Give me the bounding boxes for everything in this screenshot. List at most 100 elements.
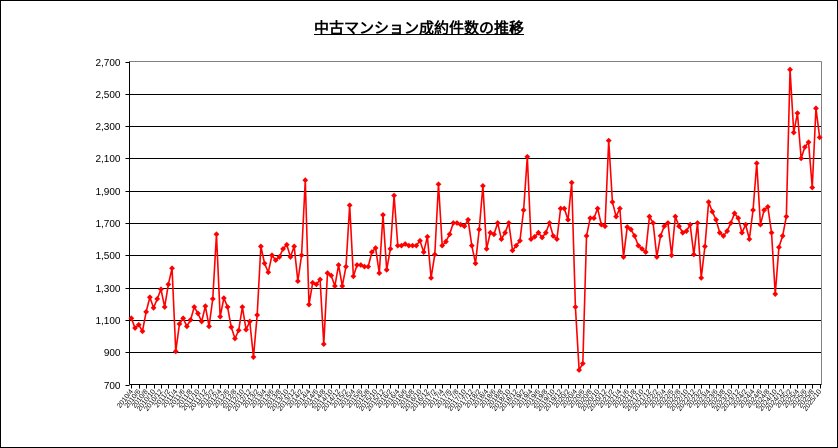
data-point-marker xyxy=(343,263,349,270)
data-point-marker xyxy=(757,221,764,228)
data-point-marker xyxy=(583,233,590,239)
data-point-marker xyxy=(524,153,531,160)
data-point-marker xyxy=(206,323,212,330)
data-point-marker xyxy=(761,207,768,213)
data-point-marker xyxy=(716,229,723,236)
data-point-marker xyxy=(483,245,490,252)
data-point-marker xyxy=(394,242,401,249)
data-point-marker xyxy=(805,139,812,146)
data-point-marker xyxy=(269,252,275,259)
data-point-marker xyxy=(494,220,501,226)
x-tick-group xyxy=(131,384,821,389)
data-point-marker xyxy=(505,220,512,226)
data-point-marker xyxy=(213,231,220,238)
data-point-marker xyxy=(772,291,779,297)
data-point-marker xyxy=(187,317,194,323)
data-point-marker xyxy=(513,242,520,249)
data-point-marker xyxy=(587,215,594,222)
data-point-marker xyxy=(720,233,727,239)
data-point-marker xyxy=(550,233,557,239)
data-point-marker xyxy=(561,205,568,212)
data-point-marker xyxy=(613,213,620,220)
data-point-marker xyxy=(328,272,335,279)
data-point-marker xyxy=(705,199,712,205)
data-point-marker xyxy=(417,237,423,244)
y-axis-tick-label: 1,300 xyxy=(95,284,120,295)
data-point-marker xyxy=(228,324,235,331)
series-markers-mansion xyxy=(128,66,823,373)
data-point-marker xyxy=(198,318,205,325)
data-point-marker xyxy=(565,216,571,223)
data-point-marker xyxy=(283,241,290,248)
x-axis-labels: 2010/42010/62010/82010/102010/122011/220… xyxy=(116,388,823,412)
data-point-marker xyxy=(261,260,268,267)
y-axis-tick-label: 2,500 xyxy=(95,90,120,101)
data-point-marker xyxy=(280,245,286,252)
data-point-marker xyxy=(339,283,346,289)
data-point-marker xyxy=(672,213,679,220)
data-point-marker xyxy=(683,228,690,234)
data-point-marker xyxy=(742,221,749,228)
data-point-marker xyxy=(609,199,616,205)
data-point-marker xyxy=(391,192,397,199)
data-point-marker xyxy=(294,278,301,285)
data-point-marker xyxy=(435,181,442,188)
data-point-marker xyxy=(183,323,190,330)
data-point-marker xyxy=(668,252,675,259)
data-point-marker xyxy=(257,243,264,250)
data-point-marker xyxy=(450,220,457,226)
data-point-marker xyxy=(169,265,175,272)
y-axis-tick-label: 1,500 xyxy=(95,251,120,262)
data-point-marker xyxy=(150,304,157,311)
data-point-marker xyxy=(620,254,627,260)
data-point-marker xyxy=(690,251,697,258)
data-point-marker xyxy=(317,276,323,283)
data-point-marker xyxy=(605,137,612,144)
data-point-marker xyxy=(779,233,786,239)
data-point-marker xyxy=(639,245,645,252)
data-point-marker xyxy=(472,260,479,267)
data-point-marker xyxy=(202,303,209,310)
data-point-marker xyxy=(431,251,438,258)
data-point-marker xyxy=(368,249,375,255)
data-point-marker xyxy=(461,223,468,230)
data-point-marker xyxy=(224,304,231,310)
y-axis-tick-label: 2,100 xyxy=(95,154,120,165)
data-point-marker xyxy=(768,229,775,236)
data-point-marker xyxy=(172,348,179,355)
data-point-marker xyxy=(424,233,431,240)
y-tick-group xyxy=(125,62,130,386)
data-point-marker xyxy=(502,229,509,236)
data-point-marker xyxy=(809,184,816,191)
data-point-marker xyxy=(631,233,638,239)
data-point-marker xyxy=(517,237,523,244)
data-point-marker xyxy=(657,233,664,239)
y-axis-tick-label: 1,900 xyxy=(95,187,120,198)
data-point-marker xyxy=(276,254,283,260)
data-point-marker xyxy=(480,182,486,189)
data-point-marker xyxy=(653,254,660,260)
data-point-marker xyxy=(298,252,305,259)
data-point-marker xyxy=(235,327,242,334)
data-point-marker xyxy=(380,212,386,218)
data-point-marker xyxy=(531,233,538,240)
data-point-marker xyxy=(320,341,327,348)
data-point-marker xyxy=(302,177,309,184)
data-point-marker xyxy=(816,134,823,141)
data-point-marker xyxy=(465,216,471,223)
data-point-marker xyxy=(350,273,357,280)
data-point-marker xyxy=(591,215,597,222)
data-point-marker xyxy=(331,283,338,289)
data-point-marker xyxy=(635,242,642,249)
data-point-marker xyxy=(801,144,808,150)
data-point-marker xyxy=(528,236,534,243)
y-axis-tick-label: 700 xyxy=(104,381,121,392)
data-point-marker xyxy=(376,270,383,276)
data-point-marker xyxy=(239,304,246,310)
data-point-marker xyxy=(576,367,583,373)
data-point-marker xyxy=(646,213,653,220)
data-point-marker xyxy=(428,275,434,281)
y-axis-tick-label: 1,700 xyxy=(95,219,120,230)
